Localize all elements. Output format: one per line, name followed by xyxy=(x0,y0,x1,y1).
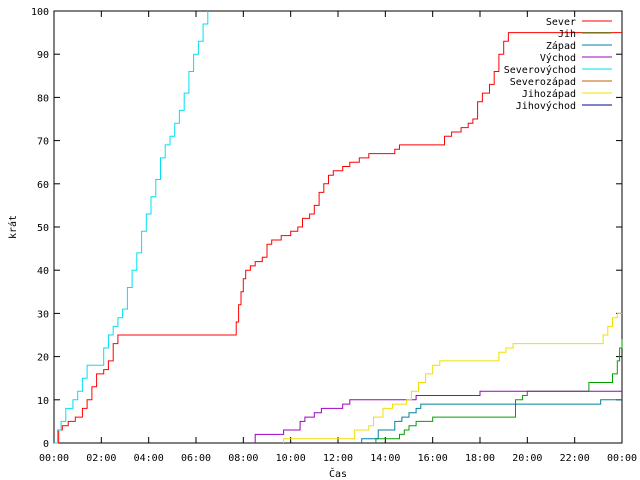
legend-label: Severozápad xyxy=(510,76,576,88)
y-tick-label: 90 xyxy=(37,50,49,61)
x-tick-label: 22:00 xyxy=(560,453,590,464)
legend-label: Západ xyxy=(546,40,576,52)
x-tick-label: 04:00 xyxy=(134,453,164,464)
x-tick-label: 12:00 xyxy=(323,453,353,464)
legend-label: Severovýchod xyxy=(504,64,576,76)
legend-label: Jihovýchod xyxy=(516,100,576,112)
series-line-2 xyxy=(361,399,622,443)
y-tick-label: 30 xyxy=(37,309,49,320)
x-tick-label: 16:00 xyxy=(418,453,448,464)
series-line-4 xyxy=(54,11,209,444)
legend: SeverJihZápadVýchodSeverovýchodSeverozáp… xyxy=(504,17,612,112)
x-tick-label: 02:00 xyxy=(86,453,116,464)
legend-label: Jih xyxy=(558,29,576,40)
legend-label: Sever xyxy=(546,17,576,28)
legend-label: Východ xyxy=(540,52,576,64)
y-tick-label: 60 xyxy=(37,180,49,191)
x-axis-ticks: 00:00 02:00 04:00 06:00 08:00 10:00 12:00 14:00… xyxy=(39,11,637,464)
x-tick-label: 06:00 xyxy=(181,453,211,464)
x-tick-label: 08:00 xyxy=(228,453,258,464)
x-tick-label: 18:00 xyxy=(465,453,495,464)
x-tick-label: 20:00 xyxy=(512,453,542,464)
series-line-6 xyxy=(283,312,622,443)
y-tick-label: 100 xyxy=(31,7,49,18)
y-tick-label: 0 xyxy=(43,439,49,450)
series-line-3 xyxy=(254,390,622,443)
legend-label: Jihozápad xyxy=(522,88,576,100)
y-tick-label: 10 xyxy=(37,396,49,407)
y-tick-label: 20 xyxy=(37,353,49,364)
y-axis-label: krát xyxy=(7,215,19,239)
y-tick-label: 70 xyxy=(37,137,49,148)
y-tick-label: 40 xyxy=(37,266,49,277)
y-tick-label: 80 xyxy=(37,93,49,104)
x-tick-label: 14:00 xyxy=(370,453,400,464)
series-line-1 xyxy=(375,339,623,443)
series-line-0 xyxy=(54,32,622,444)
x-tick-label: 00:00 xyxy=(39,453,69,464)
y-tick-label: 50 xyxy=(37,223,49,234)
x-tick-label: 00:00 xyxy=(607,453,637,464)
x-tick-label: 10:00 xyxy=(276,453,306,464)
x-axis-label: Čas xyxy=(329,467,347,480)
series-lines xyxy=(54,11,623,444)
